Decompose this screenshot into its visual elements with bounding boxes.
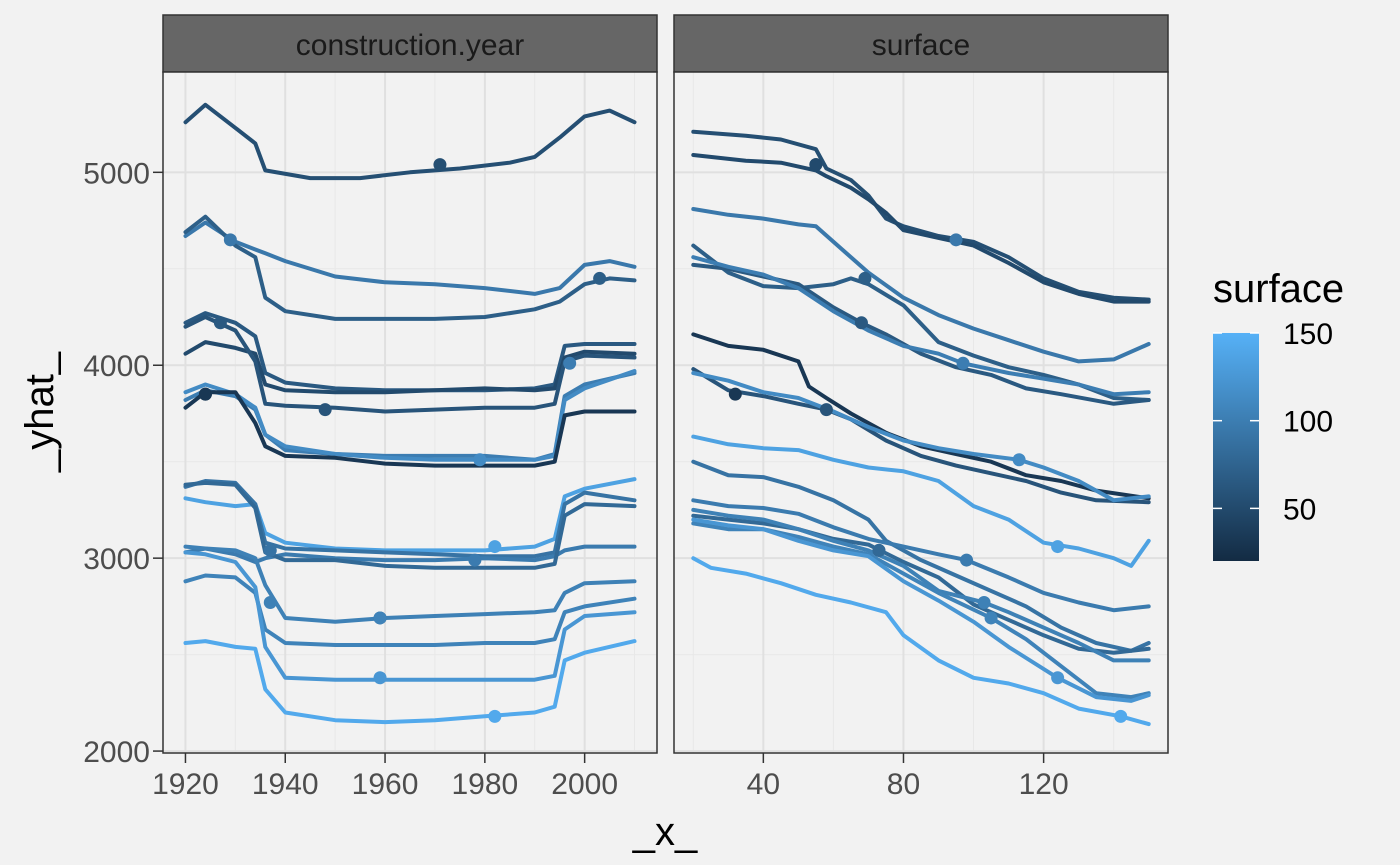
series-line (691, 498, 1151, 613)
observation-point (858, 271, 872, 285)
y-tick-label: 3000 (83, 543, 150, 576)
x-tick-label: 40 (747, 768, 780, 801)
observation-point (473, 453, 487, 467)
series-line (691, 207, 1151, 364)
x-tick-label: 2000 (551, 768, 618, 801)
series-line (691, 507, 1151, 663)
series-line (183, 102, 637, 181)
series-line (183, 480, 637, 570)
x-axis-title: _x_ (632, 810, 698, 854)
colorbar-tick-label: 50 (1283, 493, 1316, 526)
series-line (691, 153, 1151, 304)
series-line (691, 556, 1151, 727)
series-line (691, 367, 1151, 505)
series-line (691, 513, 1151, 655)
x-tick-label: 120 (1019, 768, 1069, 801)
observation-point (956, 356, 970, 370)
observation-point (984, 611, 998, 625)
observation-point (960, 553, 974, 567)
observation-point (809, 158, 823, 172)
observation-point (263, 543, 277, 557)
observation-point (1051, 671, 1065, 685)
series-line (183, 369, 637, 462)
y-axis-title: _yhat_ (18, 351, 62, 473)
observation-point (977, 596, 991, 610)
series-line (691, 459, 1151, 653)
colorbar-tick-label: 100 (1283, 406, 1333, 439)
observation-point (854, 316, 868, 330)
observation-point (1012, 453, 1026, 467)
observation-point (488, 709, 502, 723)
observation-point (223, 233, 237, 247)
series-line (183, 214, 637, 321)
observation-point (213, 316, 227, 330)
x-tick-label: 1920 (152, 768, 219, 801)
observation-point (433, 158, 447, 172)
observation-point (318, 403, 332, 417)
observation-point (1114, 709, 1128, 723)
y-tick-label: 2000 (83, 736, 150, 769)
observation-point (728, 387, 742, 401)
series-line (183, 639, 637, 725)
facet-strip (673, 14, 1169, 73)
panel-border (162, 71, 658, 754)
facet-strip (162, 14, 658, 73)
series-line (183, 315, 637, 414)
series-line (691, 255, 1151, 397)
series-line (183, 220, 637, 296)
series-line (183, 573, 637, 647)
facet-strip-label: construction.year (296, 29, 524, 62)
series-line (183, 544, 637, 564)
observation-point (373, 671, 387, 685)
observation-point (198, 387, 212, 401)
x-tick-label: 1940 (252, 768, 319, 801)
observation-point (872, 543, 886, 557)
series-line (691, 517, 1151, 703)
y-tick-label: 4000 (83, 350, 150, 383)
y-tick-label: 5000 (83, 157, 150, 190)
legend-title: surface (1213, 267, 1344, 311)
observation-point (949, 233, 963, 247)
observation-point (468, 553, 482, 567)
panel-construction-year: construction.year 1920 1940 1960 1980 2000 (152, 14, 658, 801)
series-line (691, 371, 1151, 503)
colorbar-tick-label: 150 (1283, 318, 1333, 351)
colorbar (1213, 333, 1259, 561)
facet-strip-label: surface (872, 29, 970, 62)
series-line (183, 390, 637, 468)
x-tick-label: 1980 (451, 768, 518, 801)
observation-point (819, 403, 833, 417)
series-line (691, 434, 1151, 568)
panel-border (673, 71, 1169, 754)
x-tick-label: 1960 (352, 768, 419, 801)
observation-point (263, 596, 277, 610)
observation-point (593, 271, 607, 285)
legend: surface 50 100 150 (1213, 267, 1344, 561)
observation-point (488, 540, 502, 554)
x-tick-label: 80 (887, 768, 920, 801)
observation-point (1051, 540, 1065, 554)
observation-point (563, 356, 577, 370)
panel-surface: surface 40 80 120 (673, 14, 1169, 801)
observation-point (373, 611, 387, 625)
